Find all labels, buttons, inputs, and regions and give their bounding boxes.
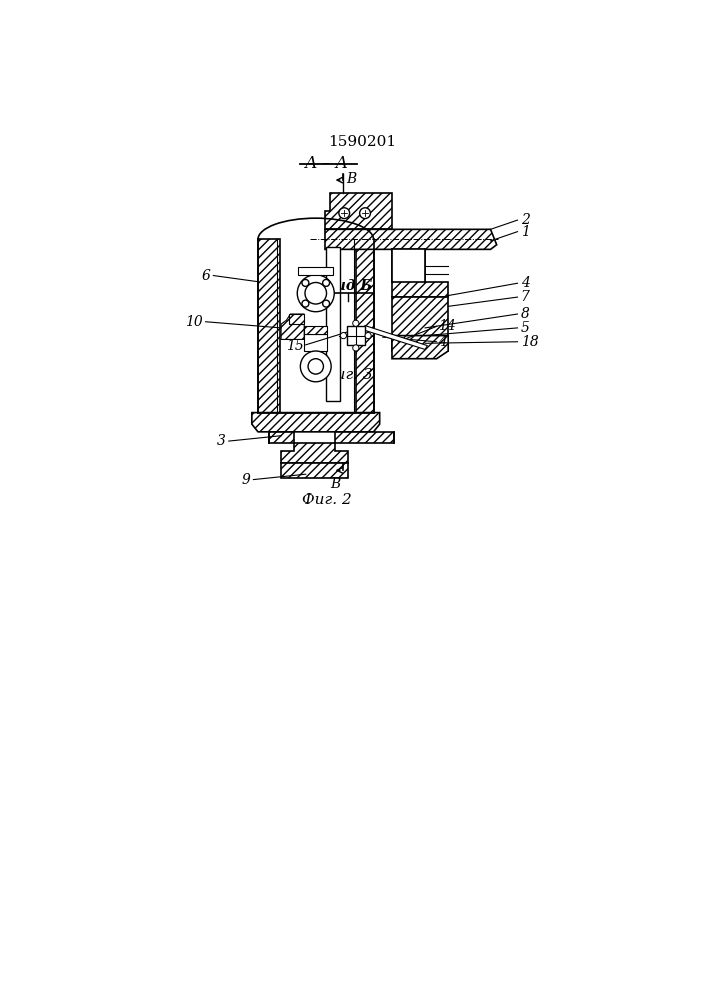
Text: 3: 3 — [217, 434, 226, 448]
Text: 9: 9 — [241, 473, 250, 487]
Circle shape — [305, 282, 327, 304]
Text: 1: 1 — [520, 225, 530, 239]
Bar — [288, 314, 304, 324]
Polygon shape — [325, 193, 392, 229]
Polygon shape — [252, 413, 380, 432]
Polygon shape — [356, 239, 373, 413]
Bar — [304, 326, 327, 334]
Bar — [326, 247, 339, 401]
Text: 4: 4 — [438, 335, 447, 349]
Circle shape — [302, 279, 309, 286]
Text: 15: 15 — [286, 339, 304, 353]
Text: 2: 2 — [520, 213, 530, 227]
Polygon shape — [392, 249, 448, 297]
Circle shape — [353, 345, 359, 351]
Text: 10: 10 — [185, 315, 203, 329]
Text: 6: 6 — [201, 269, 210, 283]
Circle shape — [365, 333, 371, 339]
Circle shape — [322, 279, 329, 286]
Polygon shape — [392, 336, 448, 359]
Text: Фиг. 2: Фиг. 2 — [303, 493, 352, 507]
Polygon shape — [258, 239, 279, 413]
Text: Фиг. 3: Фиг. 3 — [323, 368, 373, 382]
Text: 5: 5 — [520, 321, 530, 335]
Bar — [281, 463, 348, 478]
Circle shape — [302, 300, 309, 307]
Circle shape — [297, 275, 334, 312]
Polygon shape — [281, 314, 304, 339]
Text: Вид Б: Вид Б — [324, 279, 372, 293]
Bar — [346, 326, 365, 345]
Bar — [304, 334, 327, 351]
Circle shape — [322, 300, 329, 307]
Text: 4: 4 — [520, 276, 530, 290]
Polygon shape — [269, 432, 395, 463]
Text: В: В — [330, 477, 340, 491]
Text: 18: 18 — [520, 335, 538, 349]
Bar — [392, 249, 425, 282]
Text: 7: 7 — [520, 290, 530, 304]
Circle shape — [353, 320, 359, 326]
Text: А – А: А – А — [305, 155, 349, 172]
Text: 14: 14 — [438, 319, 456, 333]
Circle shape — [340, 333, 346, 339]
Polygon shape — [392, 336, 448, 351]
Polygon shape — [362, 326, 428, 349]
Text: В: В — [346, 172, 356, 186]
Circle shape — [360, 208, 370, 219]
Circle shape — [308, 359, 324, 374]
Polygon shape — [325, 229, 497, 249]
Circle shape — [339, 208, 350, 219]
Polygon shape — [392, 297, 448, 336]
Text: 1590201: 1590201 — [328, 135, 396, 149]
Bar — [298, 267, 334, 275]
Text: 8: 8 — [520, 307, 530, 321]
Circle shape — [300, 351, 331, 382]
